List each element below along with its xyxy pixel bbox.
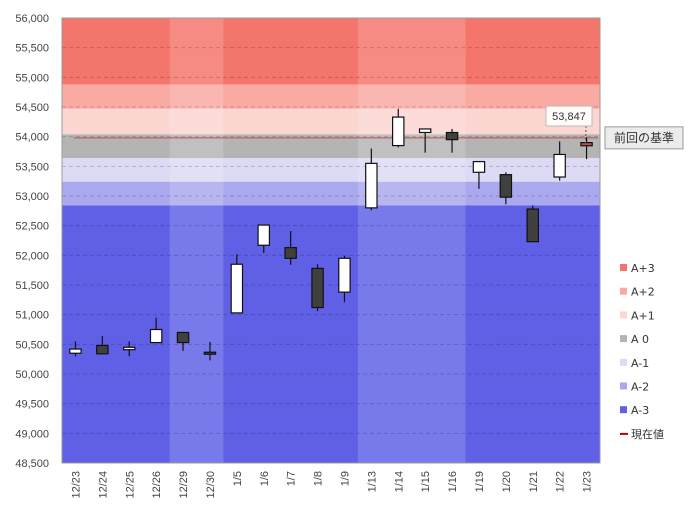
candle-body — [526, 208, 539, 243]
y-tick-label: 49,000 — [15, 428, 49, 440]
y-tick-label: 49,500 — [15, 399, 49, 411]
legend-label: A-2 — [631, 381, 649, 394]
legend-label: A-1 — [631, 357, 649, 370]
y-tick-label: 53,500 — [15, 161, 49, 173]
candle-body — [365, 162, 378, 209]
week-shade — [357, 18, 466, 463]
x-tick-label: 1/14 — [393, 471, 405, 492]
legend-swatch — [620, 358, 627, 366]
axes: 48,500 49,000 49,500 50,000 50,500 51,000 51,5… — [15, 13, 601, 499]
week-shading — [169, 18, 466, 463]
y-tick-label: 50,500 — [15, 339, 49, 351]
candle-body — [203, 351, 217, 355]
x-tick-label: 1/16 — [447, 471, 459, 492]
zone-band — [62, 18, 600, 85]
y-tick-label: 56,000 — [15, 13, 49, 25]
candle-body — [69, 348, 82, 354]
candle-body — [392, 116, 405, 147]
legend-label: 現在値 — [631, 428, 664, 441]
legend-swatch — [620, 264, 627, 271]
candle-body — [311, 267, 324, 309]
zone-bands — [62, 18, 600, 463]
y-tick-label: 53,000 — [15, 191, 49, 203]
legend: A+3 A+2 A+1 A 0 A-1 A-2 A-3 現在値 — [620, 262, 664, 441]
x-tick-label: 1/9 — [339, 471, 351, 486]
legend-label: A-3 — [631, 404, 649, 417]
legend-label: A 0 — [631, 333, 649, 346]
zone-band — [62, 108, 600, 135]
x-tick-label: 1/19 — [474, 471, 486, 492]
zone-band — [62, 134, 600, 159]
candle-body — [284, 247, 297, 259]
x-tick-label: 12/24 — [97, 471, 109, 499]
reference-label-box — [604, 126, 684, 150]
reference-line-group: 前回の基準 — [74, 126, 684, 150]
legend-swatch — [620, 335, 627, 343]
x-tick-label: 1/22 — [555, 471, 567, 492]
candle-body — [257, 224, 270, 246]
x-tick-label: 1/13 — [366, 471, 378, 492]
x-tick-label: 12/30 — [205, 471, 217, 499]
legend-label: A+3 — [631, 262, 655, 275]
y-tick-label: 55,500 — [15, 43, 49, 55]
x-tick-label: 1/15 — [420, 471, 432, 492]
x-tick-label: 1/6 — [259, 471, 271, 486]
y-tick-label: 51,000 — [15, 310, 49, 322]
plot-border — [61, 17, 601, 464]
x-tick-label: 1/8 — [313, 471, 325, 486]
legend-label: A+2 — [631, 286, 655, 299]
y-tick-label: 55,000 — [15, 72, 49, 84]
legend-swatch — [620, 311, 627, 319]
candle-body — [123, 346, 136, 351]
y-tick-label: 50,000 — [15, 369, 49, 381]
x-tick-label: 1/20 — [501, 471, 513, 492]
zone-band — [62, 84, 600, 109]
legend-swatch — [620, 382, 627, 390]
candles: 53,847 — [69, 105, 593, 361]
x-tick-label: 1/21 — [528, 471, 540, 492]
legend-label: A+1 — [631, 309, 655, 322]
x-tick-label: 12/25 — [124, 471, 136, 499]
candle-body — [553, 153, 566, 178]
reference-label: 前回の基準 — [614, 130, 674, 145]
candle-body — [580, 142, 593, 147]
zone-band — [62, 158, 600, 182]
zone-band — [62, 181, 600, 206]
x-tick-label: 1/23 — [582, 471, 594, 492]
callout-box — [545, 105, 593, 127]
candle-body — [445, 131, 459, 141]
legend-swatch — [620, 287, 627, 295]
legend-swatch — [620, 406, 627, 414]
candle-body — [176, 331, 190, 344]
candle-body — [418, 128, 432, 134]
y-tick-label: 51,500 — [15, 280, 49, 292]
candle-body — [472, 160, 486, 173]
x-tick-label: 1/7 — [286, 471, 298, 486]
candle-body — [499, 174, 513, 198]
current-value-label: 53,847 — [552, 111, 586, 123]
y-tick-label: 48,500 — [15, 458, 49, 470]
y-tick-label: 54,500 — [15, 102, 49, 114]
x-tick-label: 12/26 — [151, 471, 163, 499]
x-tick-label: 1/5 — [232, 471, 244, 486]
x-tick-label: 12/23 — [70, 471, 82, 499]
week-shade — [169, 18, 224, 463]
y-tick-label: 52,000 — [15, 250, 49, 262]
zone-band — [62, 205, 600, 463]
candle-body — [149, 328, 163, 344]
candle-body — [96, 344, 109, 355]
y-tick-label: 52,500 — [15, 221, 49, 233]
candle-body — [338, 257, 351, 293]
candle-body — [230, 263, 244, 314]
y-tick-label: 54,000 — [15, 132, 49, 144]
x-tick-label: 12/29 — [178, 471, 190, 499]
